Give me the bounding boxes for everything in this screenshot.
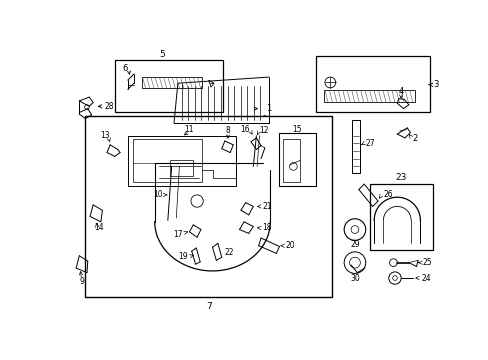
Text: 22: 22	[224, 248, 233, 257]
Bar	[283, 139, 300, 182]
Bar	[133, 139, 202, 182]
Text: 26: 26	[383, 190, 392, 199]
Text: 25: 25	[422, 258, 431, 267]
Text: 8: 8	[225, 126, 230, 135]
Text: 1: 1	[266, 104, 271, 113]
Text: 11: 11	[184, 125, 194, 134]
Text: 17: 17	[173, 230, 183, 239]
Text: 10: 10	[153, 190, 162, 199]
Bar	[115, 60, 222, 112]
Text: 30: 30	[349, 274, 359, 283]
Bar	[324, 90, 414, 103]
Text: 16: 16	[240, 125, 250, 134]
Text: 9: 9	[79, 278, 84, 287]
Text: 19: 19	[178, 252, 187, 261]
Text: 13: 13	[100, 131, 109, 140]
Bar	[142, 77, 202, 88]
Text: 12: 12	[259, 126, 268, 135]
Bar	[279, 133, 316, 186]
Text: 3: 3	[432, 80, 438, 89]
Bar	[170, 160, 193, 176]
Text: 6: 6	[122, 64, 128, 73]
Bar	[127, 136, 235, 186]
Bar	[351, 120, 360, 172]
Text: 29: 29	[349, 240, 359, 249]
Text: 23: 23	[395, 174, 406, 183]
Text: 18: 18	[262, 224, 271, 233]
Text: 4: 4	[398, 87, 403, 96]
Text: 15: 15	[292, 125, 302, 134]
Text: 14: 14	[94, 224, 104, 233]
Text: 20: 20	[285, 241, 295, 250]
Text: 5: 5	[159, 50, 165, 59]
Text: 7: 7	[205, 302, 211, 311]
Bar	[369, 184, 432, 249]
Text: 2: 2	[412, 134, 417, 143]
Text: 28: 28	[104, 102, 114, 111]
Text: 27: 27	[365, 139, 375, 148]
Bar	[316, 56, 429, 112]
Text: 21: 21	[262, 202, 271, 211]
Text: 24: 24	[420, 274, 430, 283]
Bar	[85, 116, 331, 297]
